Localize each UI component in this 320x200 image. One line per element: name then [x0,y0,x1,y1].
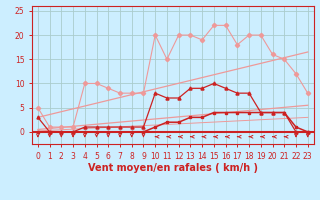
X-axis label: Vent moyen/en rafales ( km/h ): Vent moyen/en rafales ( km/h ) [88,163,258,173]
